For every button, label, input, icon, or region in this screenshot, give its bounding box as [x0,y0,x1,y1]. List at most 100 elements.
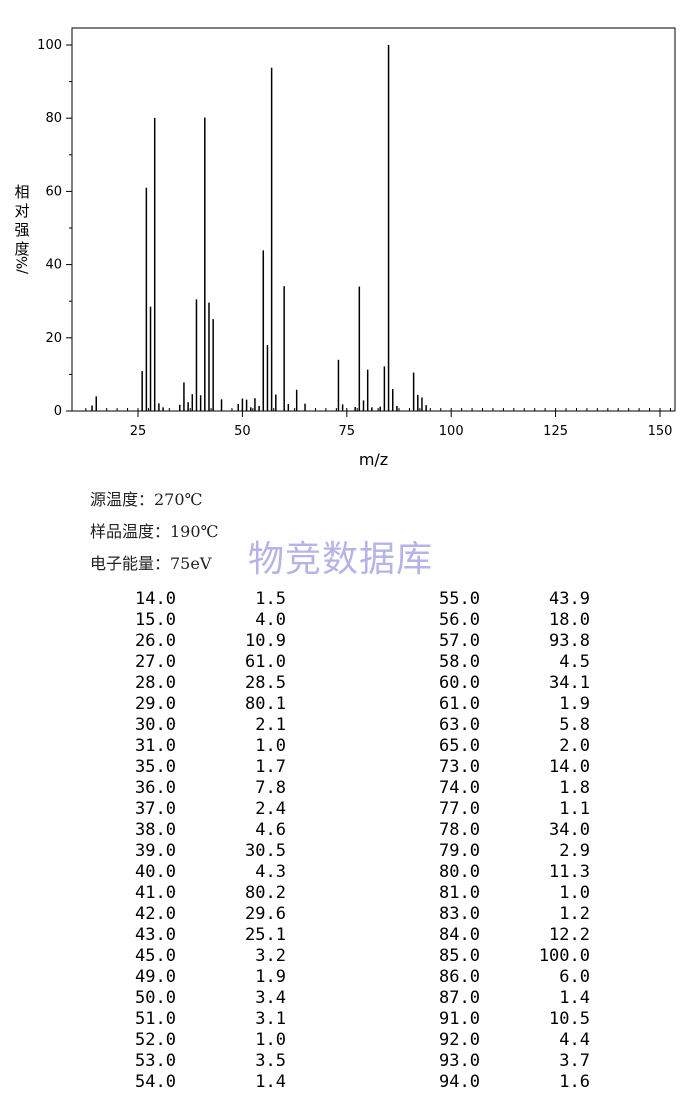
mz-value: 38.0 [135,820,176,840]
x-tick-label: 50 [234,424,251,439]
peak-row: 36.0 7.8 [66,778,286,799]
mz-value: 36.0 [135,778,176,798]
mz-value: 45.0 [135,946,176,966]
peak-row: 61.0 1.9 [370,694,590,715]
peak-row: 50.0 3.4 [66,988,286,1009]
mz-value: 40.0 [135,862,176,882]
mz-value: 26.0 [135,631,176,651]
peak-row: 73.0 14.0 [370,757,590,778]
peak-row: 26.0 10.9 [66,631,286,652]
mz-value: 43.0 [135,925,176,945]
mz-value: 57.0 [439,631,480,651]
peak-row: 58.0 4.5 [370,652,590,673]
intensity-value: 34.0 [549,820,590,840]
mz-value: 56.0 [439,610,480,630]
intensity-value: 1.5 [255,589,286,609]
plot-frame [71,27,676,412]
peak-row: 39.0 30.5 [66,841,286,862]
mz-value: 87.0 [439,988,480,1008]
intensity-value: 2.4 [255,799,286,819]
mz-value: 78.0 [439,820,480,840]
peak-row: 93.0 3.7 [370,1051,590,1072]
mz-value: 60.0 [439,673,480,693]
intensity-value: 1.9 [255,967,286,987]
intensity-value: 100.0 [538,946,590,966]
intensity-value: 4.4 [559,1030,590,1050]
intensity-value: 4.5 [559,652,590,672]
intensity-value: 11.3 [549,862,590,882]
intensity-value: 3.1 [255,1009,286,1029]
mz-value: 28.0 [135,673,176,693]
y-tick-label: 60 [45,184,62,199]
x-tick-label: 150 [648,424,673,439]
intensity-value: 61.0 [245,652,286,672]
intensity-value: 80.1 [245,694,286,714]
peak-row: 52.0 1.0 [66,1030,286,1051]
intensity-value: 43.9 [549,589,590,609]
intensity-value: 3.2 [255,946,286,966]
mz-value: 80.0 [439,862,480,882]
mz-value: 27.0 [135,652,176,672]
mz-value: 94.0 [439,1072,480,1092]
mz-value: 86.0 [439,967,480,987]
intensity-value: 2.9 [559,841,590,861]
mz-value: 79.0 [439,841,480,861]
intensity-value: 93.8 [549,631,590,651]
mz-value: 49.0 [135,967,176,987]
svg-text:度: 度 [14,240,29,258]
intensity-value: 4.0 [255,610,286,630]
peak-row: 56.0 18.0 [370,610,590,631]
peak-row: 77.0 1.1 [370,799,590,820]
x-tick-label: 100 [439,424,464,439]
peak-row: 37.0 2.4 [66,799,286,820]
sample-temperature: 样品温度：190℃ [90,522,219,541]
mz-value: 91.0 [439,1009,480,1029]
y-tick-label: 20 [45,331,62,346]
mz-value: 63.0 [439,715,480,735]
intensity-value: 3.4 [255,988,286,1008]
peak-row: 28.0 28.5 [66,673,286,694]
intensity-value: 2.0 [559,736,590,756]
intensity-value: 1.0 [559,883,590,903]
mz-value: 84.0 [439,925,480,945]
mz-value: 41.0 [135,883,176,903]
peak-row: 31.0 1.0 [66,736,286,757]
svg-text:强: 强 [14,221,29,239]
mz-value: 30.0 [135,715,176,735]
peak-row: 84.0 12.2 [370,925,590,946]
peak-row: 41.0 80.2 [66,883,286,904]
mz-value: 54.0 [135,1072,176,1092]
intensity-value: 34.1 [549,673,590,693]
svg-text:对: 对 [14,202,29,220]
intensity-value: 1.0 [255,736,286,756]
mz-value: 58.0 [439,652,480,672]
peak-row: 85.0 100.0 [370,946,590,967]
x-tick-label: 25 [130,424,147,439]
intensity-value: 4.3 [255,862,286,882]
intensity-value: 1.4 [559,988,590,1008]
mz-value: 37.0 [135,799,176,819]
mz-value: 29.0 [135,694,176,714]
peak-row: 42.0 29.6 [66,904,286,925]
mz-value: 42.0 [135,904,176,924]
intensity-value: 6.0 [559,967,590,987]
peak-row: 87.0 1.4 [370,988,590,1009]
peak-row: 51.0 3.1 [66,1009,286,1030]
mz-value: 61.0 [439,694,480,714]
peak-row: 60.0 34.1 [370,673,590,694]
peak-row: 27.0 61.0 [66,652,286,673]
mz-value: 85.0 [439,946,480,966]
intensity-value: 1.4 [255,1072,286,1092]
peak-row: 78.0 34.0 [370,820,590,841]
peak-row: 54.0 1.4 [66,1072,286,1093]
peak-row: 55.0 43.9 [370,589,590,610]
intensity-value: 1.0 [255,1030,286,1050]
intensity-value: 1.2 [559,904,590,924]
peak-row: 79.0 2.9 [370,841,590,862]
peak-row: 35.0 1.7 [66,757,286,778]
mz-value: 31.0 [135,736,176,756]
mz-value: 73.0 [439,757,480,777]
intensity-value: 10.5 [549,1009,590,1029]
source-temperature: 源温度：270℃ [90,490,203,509]
